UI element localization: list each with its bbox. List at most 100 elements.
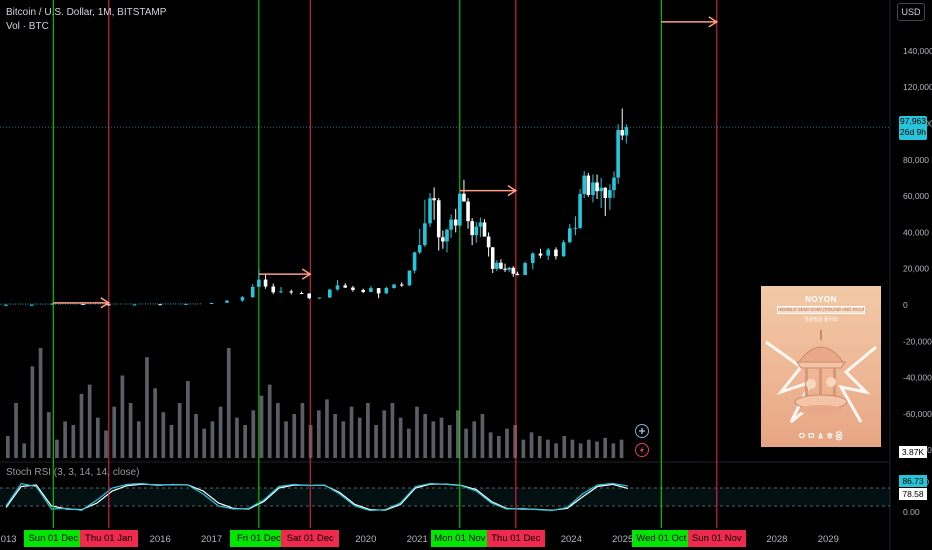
candle-body: [449, 219, 453, 230]
volume-bar: [586, 439, 591, 458]
candle-body: [546, 249, 551, 256]
volume-bar: [161, 412, 166, 458]
year-tick-label: 2016: [149, 534, 171, 545]
volume-bar: [22, 443, 27, 458]
candle-body: [503, 268, 507, 270]
candle-body: [361, 289, 365, 292]
volume-bar: [267, 384, 272, 458]
volume-bar: [316, 410, 321, 458]
volume-bar: [546, 439, 550, 458]
volume-bar: [79, 393, 84, 458]
volume-bar: [325, 399, 329, 458]
volume-bar: [63, 421, 67, 458]
volume-bar: [398, 417, 403, 458]
price-tick-label: 60,000: [903, 191, 929, 201]
candle-body: [612, 177, 616, 191]
candle-body: [595, 182, 599, 192]
last-price: 97,963: [900, 116, 926, 126]
volume-bar: [382, 410, 387, 458]
candle-body: [289, 291, 294, 293]
stoch-band: [0, 488, 890, 506]
candle-body: [240, 297, 245, 301]
stoch-k-badge: 86.73: [899, 475, 927, 487]
candle-body: [209, 303, 214, 305]
candle-body: [586, 175, 591, 196]
volume-bar: [529, 432, 534, 458]
stoch-legend: Stoch RSI (3, 3, 14, 14, close): [6, 467, 140, 478]
bottom-date-label: Thu 01 Jan '15: [79, 530, 138, 547]
volume-bar: [537, 436, 542, 458]
candle-body: [554, 249, 558, 257]
candle-body: [369, 288, 373, 292]
currency-button[interactable]: USD: [897, 3, 925, 21]
candle-body: [263, 279, 268, 287]
volume-bar: [521, 439, 526, 458]
peak-date-label: Mon 01 Nov '21: [430, 530, 489, 547]
bottom-date-label: Thu 01 Dec '22: [486, 530, 545, 547]
candle-body: [486, 236, 491, 248]
candle-body: [50, 303, 55, 305]
volume-bar: [611, 443, 616, 458]
volume-bar: [554, 443, 558, 458]
price-tick-label: -60,000: [903, 409, 932, 419]
candle-body: [616, 130, 620, 178]
volume-bar: [104, 430, 108, 458]
stoch-k-line: [5, 482, 628, 512]
bottom-date-label: Sat 01 Dec '18: [281, 530, 340, 547]
volume-bar: [480, 414, 485, 458]
stoch-rsi-pane: 100.000.00: [0, 477, 929, 517]
volume-bar: [96, 417, 100, 458]
candle-body: [423, 223, 427, 246]
volume-bar: [87, 384, 92, 458]
volume-bar: [456, 410, 460, 458]
year-tick-label: 2020: [355, 534, 377, 545]
candle-body: [384, 287, 389, 294]
volume-bar: [202, 428, 207, 458]
volume-bar: [6, 436, 10, 458]
candle-body: [474, 226, 479, 236]
volume-bar: [472, 421, 477, 458]
candle-body: [335, 285, 340, 290]
cycle-arrow-head: [100, 297, 111, 309]
candle-body: [317, 297, 322, 299]
add-indicator-icon[interactable]: [635, 424, 649, 438]
candle-body: [453, 219, 458, 226]
volume-bar: [619, 439, 624, 458]
candle-body: [307, 293, 312, 299]
candlesticks: [0, 108, 629, 306]
volume-bar: [235, 417, 239, 458]
price-tick-label: 0: [903, 300, 908, 310]
volume-bar: [595, 441, 599, 458]
volume-bar: [366, 403, 370, 458]
candle-body: [462, 193, 466, 202]
candle-body: [279, 291, 283, 293]
peak-date-label: Sun 01 Dec '13: [24, 530, 83, 547]
volume-bar: [439, 417, 444, 458]
volume-bar: [570, 439, 575, 458]
candle-body: [445, 229, 449, 242]
volume-bar: [14, 403, 18, 458]
volume-bar: [562, 436, 567, 458]
cycle-arrow-head: [708, 16, 719, 28]
lightning-alert-icon[interactable]: [635, 443, 649, 457]
candle-body: [470, 221, 474, 236]
carousel-illustration: [765, 330, 877, 424]
peak-date-label: Wed 01 Oct '25: [632, 530, 691, 547]
stoch-d-badge: 78.58: [899, 488, 927, 500]
candle-body: [591, 182, 595, 196]
year-tick-label: 2029: [817, 534, 839, 545]
volume-bar: [341, 421, 346, 458]
cycle-arrows: [53, 16, 719, 309]
volume-bar: [30, 366, 35, 458]
candle-body: [620, 130, 625, 136]
volume-bar: [406, 428, 411, 458]
volume-bar: [292, 414, 297, 458]
volume-bar: [194, 414, 198, 458]
candle-body: [495, 262, 499, 269]
candle-body: [184, 303, 188, 305]
volume-bar: [128, 403, 133, 458]
volume-bar: [186, 381, 190, 458]
artwork-caption: ㅇㅁㅿㅎ응: [797, 431, 845, 441]
artwork-subtitle: HEMBLE SEMI-SOMI (ROUND AND ROUND): [777, 306, 865, 314]
